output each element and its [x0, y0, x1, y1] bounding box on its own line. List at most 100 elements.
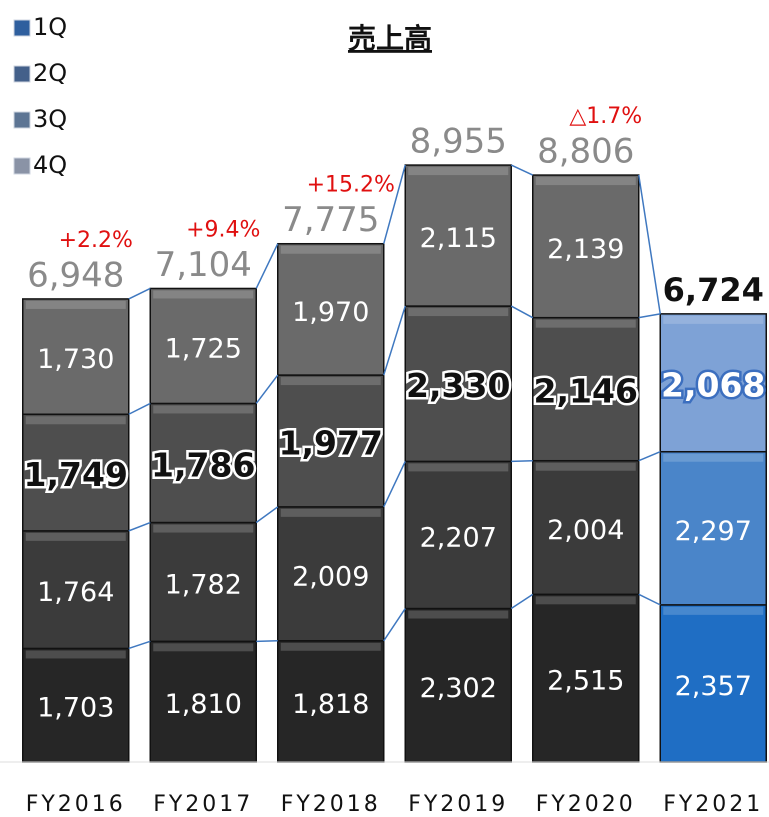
connector [510, 593, 534, 610]
segment-label: 2,009 [292, 561, 369, 592]
segment-label: 2,297 [675, 516, 752, 547]
bar-segment [22, 298, 130, 416]
x-tick-label: FY2020 [536, 792, 636, 817]
segment-label: 1,970 [292, 297, 369, 328]
bar-segment [149, 640, 257, 763]
growth-label: △1.7% [569, 104, 642, 129]
segment-label: 1,977 [279, 423, 383, 462]
connector [128, 402, 151, 415]
connector [638, 313, 661, 319]
bar-segment [532, 593, 640, 763]
legend-label: 1Q [33, 13, 67, 41]
bar-bevel [153, 643, 254, 652]
segment-label: 1,730 [37, 344, 114, 375]
bar-bevel [280, 508, 381, 517]
bar-bevel [535, 177, 636, 186]
bar-bevel [280, 642, 381, 651]
segment-label: 1,749 [24, 455, 128, 494]
x-tick-label: FY2016 [26, 792, 126, 817]
bar-segment [404, 305, 512, 463]
bar-bevel [408, 610, 509, 619]
segment-label: 2,357 [675, 671, 752, 702]
segment-label: 1,786 [151, 446, 255, 485]
bar-bevel [663, 453, 764, 462]
connector [638, 593, 661, 606]
bar-bevel [663, 606, 764, 615]
connector [255, 374, 279, 404]
segment-label: 2,302 [420, 673, 497, 704]
x-tick-label: FY2018 [281, 792, 381, 817]
segment-label: 2,146 [534, 372, 638, 411]
segment-label: 2,139 [547, 234, 624, 265]
growth-label: +15.2% [307, 173, 395, 198]
bar-bevel [25, 416, 126, 425]
bar-bevel [153, 405, 254, 414]
connector [255, 506, 279, 524]
segment-label: 1,782 [165, 569, 242, 600]
connector [383, 461, 406, 508]
segment-label: 1,703 [37, 693, 114, 724]
legend-label: 2Q [33, 59, 67, 87]
bar-bevel [153, 524, 254, 533]
bar-bevel [280, 377, 381, 386]
total-label: 8,955 [410, 122, 507, 162]
segment-label: 1,818 [292, 689, 369, 720]
total-label: 6,724 [663, 271, 764, 309]
bar-bevel [25, 650, 126, 659]
x-tick-label: FY2021 [663, 792, 763, 817]
bar-segment [22, 530, 130, 650]
bar-bevel [408, 308, 509, 317]
connector [128, 640, 151, 650]
x-tick-label: FY2017 [153, 792, 253, 817]
bar-segment [532, 174, 640, 319]
connector [638, 174, 661, 314]
connector [638, 451, 661, 462]
bar-segment [149, 287, 257, 405]
bar-bevel [25, 300, 126, 309]
growth-label: +2.2% [59, 228, 133, 253]
bar-bevel [535, 462, 636, 471]
segment-label: 1,764 [37, 577, 114, 608]
growth-label: +9.4% [186, 217, 260, 242]
legend-label: 4Q [33, 151, 67, 179]
total-label: 6,948 [27, 255, 124, 295]
bar-bevel [535, 319, 636, 328]
bar-segment [404, 164, 512, 307]
connector [510, 305, 534, 319]
bar-segment [149, 521, 257, 643]
bar-bevel [153, 290, 254, 299]
legend-swatch [13, 157, 31, 175]
legend-swatch [13, 19, 31, 37]
bar-bevel [408, 167, 509, 176]
connector [255, 243, 279, 289]
legend-swatch [13, 111, 31, 129]
segment-label: 1,725 [165, 333, 242, 364]
segment-label: 2,330 [406, 366, 510, 405]
bar-bevel [535, 596, 636, 605]
bar-segment [404, 607, 512, 763]
total-label: 7,104 [155, 245, 252, 285]
bar-bevel [663, 315, 764, 324]
bar-segment [659, 604, 767, 763]
bar-segment [532, 316, 640, 462]
segment-label: 2,004 [547, 515, 624, 546]
chart-title: 売上高 [348, 22, 432, 55]
connector [383, 608, 406, 642]
connector [128, 521, 151, 532]
bar-segment [277, 374, 385, 508]
connector [511, 459, 533, 463]
segment-label: 2,115 [420, 223, 497, 254]
connector [383, 305, 406, 376]
bar-segment [659, 313, 767, 453]
connector [128, 287, 151, 300]
segment-label: 2,515 [547, 666, 624, 697]
legend-label: 3Q [33, 105, 67, 133]
total-label: 7,775 [282, 200, 379, 240]
segment-label: 2,068 [661, 365, 765, 404]
bar-segment [22, 647, 130, 763]
bar-bevel [280, 245, 381, 254]
bar-segment [277, 506, 385, 642]
segment-label: 2,207 [420, 522, 497, 553]
connector [510, 164, 534, 176]
